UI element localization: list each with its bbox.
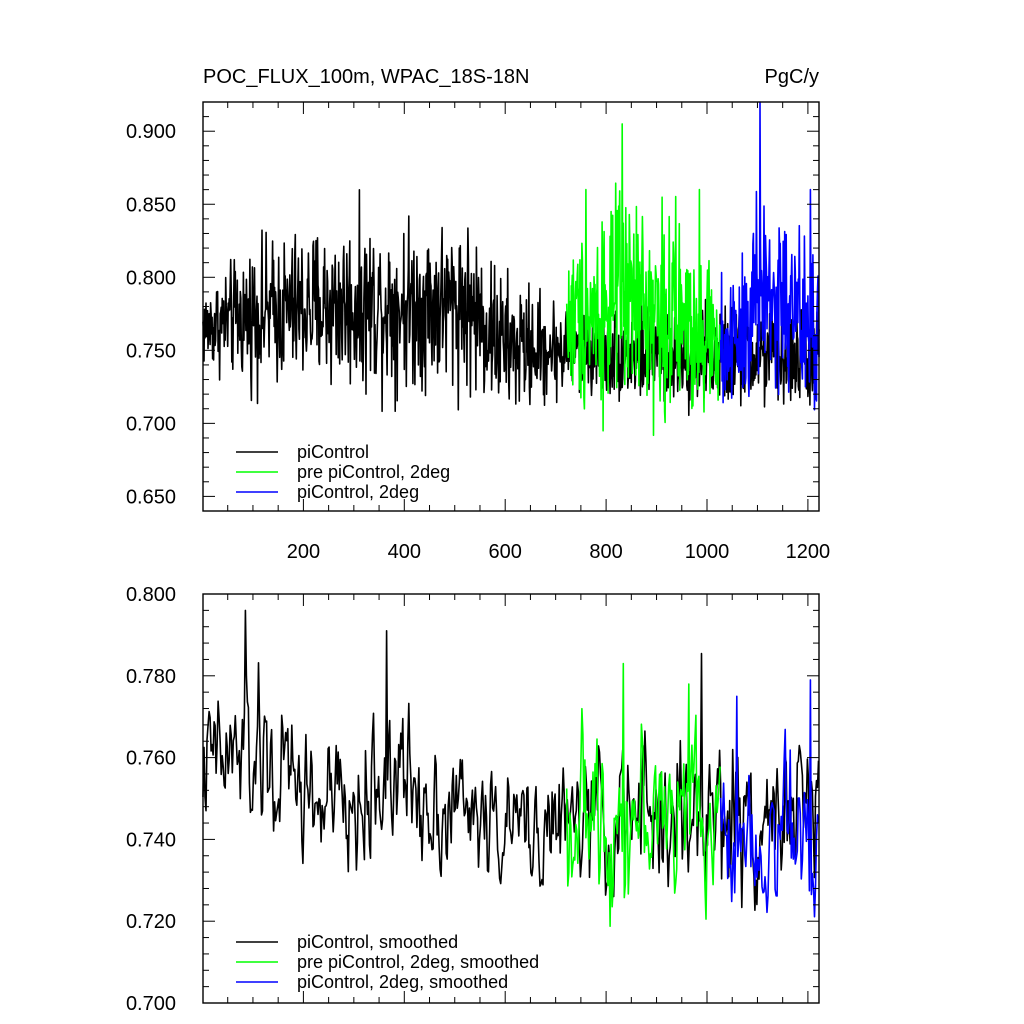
y-tick-label: 0.700: [126, 993, 176, 1015]
bottom-panel: 0.700 0.720 0.740 0.760 0.780 0.800 piControl…: [126, 584, 820, 1015]
legend-label: pre piControl, 2deg: [297, 462, 450, 482]
chart-title: POC_FLUX_100m, WPAC_18S-18N: [203, 66, 529, 88]
y-tick-label: 0.750: [126, 340, 176, 362]
legend-label: piControl, smoothed: [297, 932, 458, 952]
top-series-group: [202, 101, 820, 437]
x-tick-label: 800: [589, 541, 622, 563]
y-tick-label: 0.740: [126, 829, 176, 851]
x-tick-label: 400: [388, 541, 421, 563]
y-tick-label: 0.900: [126, 121, 176, 143]
y-tick-label: 0.700: [126, 413, 176, 435]
legend-label: piControl, 2deg: [297, 482, 419, 502]
series-line-0: [202, 609, 820, 912]
bottom-series-group: [202, 609, 820, 928]
x-tick-label: 200: [287, 541, 320, 563]
y-tick-label: 0.760: [126, 748, 176, 770]
series-line-0: [202, 189, 820, 417]
units-label: PgC/y: [765, 66, 819, 88]
series-line-2: [719, 679, 820, 918]
bottom-axes: 0.700 0.720 0.740 0.760 0.780 0.800: [126, 584, 820, 1015]
top-panel: POC_FLUX_100m, WPAC_18S-18N PgC/y 0.6500…: [126, 66, 830, 563]
y-tick-label: 0.720: [126, 911, 176, 933]
legend-label: piControl, 2deg, smoothed: [297, 972, 508, 992]
series-line-2: [719, 101, 820, 411]
x-tick-label: 1000: [685, 541, 730, 563]
y-tick-label: 0.650: [126, 486, 176, 508]
legend-label: pre piControl, 2deg, smoothed: [297, 952, 539, 972]
series-line-1: [565, 662, 721, 928]
series-line-1: [565, 123, 722, 437]
y-tick-label: 0.800: [126, 267, 176, 289]
y-tick-label: 0.780: [126, 666, 176, 688]
y-tick-label: 0.800: [126, 584, 176, 606]
y-tick-label: 0.850: [126, 194, 176, 216]
top-axes: 0.650 0.700 0.750 0.800 0.850 0.900 200 400 600 8…: [126, 101, 831, 563]
x-tick-label: 1200: [786, 541, 831, 563]
plot-frame: [202, 593, 820, 1004]
x-tick-label: 600: [489, 541, 522, 563]
legend-label: piControl: [297, 442, 369, 462]
